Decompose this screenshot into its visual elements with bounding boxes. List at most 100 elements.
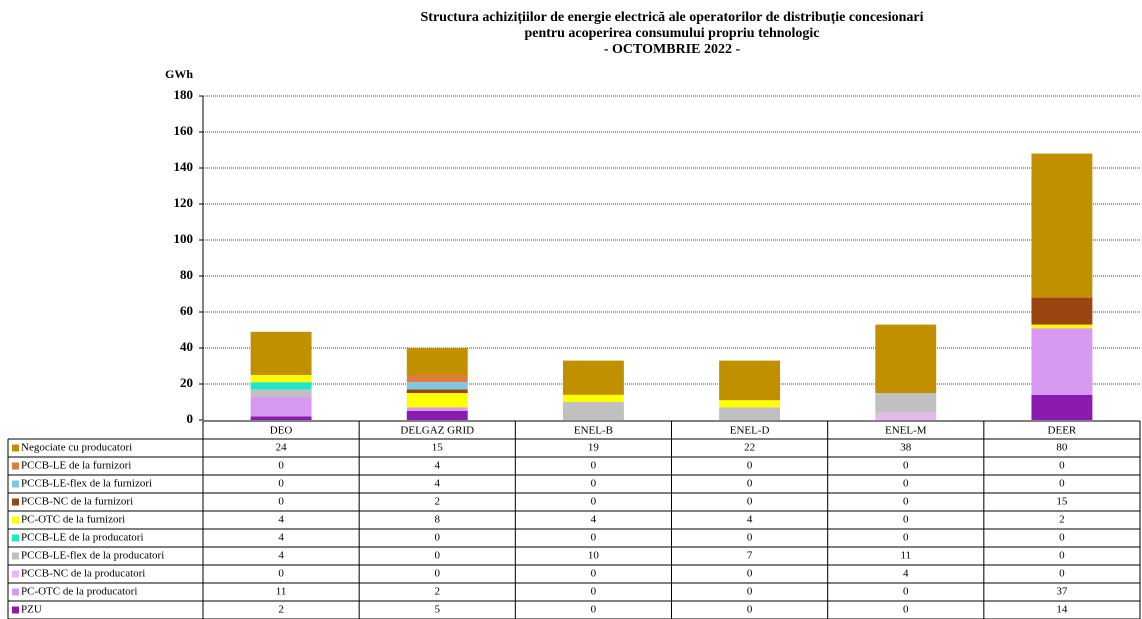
table-value: 80 — [1056, 442, 1068, 454]
bar-segment — [406, 407, 468, 411]
table-value: 14 — [1056, 604, 1068, 616]
chart-period: - OCTOMBRIE 2022 - — [604, 42, 741, 57]
table-value: 0 — [903, 604, 909, 616]
table-value: 0 — [591, 586, 597, 598]
bar-segment — [406, 393, 468, 408]
table-value: 37 — [1056, 586, 1068, 598]
bar-segment — [1031, 328, 1093, 395]
table-value: 4 — [435, 478, 441, 490]
y-tick-label: 100 — [174, 231, 194, 246]
bar-segment — [719, 407, 781, 420]
table-value: 0 — [903, 460, 909, 472]
bar-segment — [250, 416, 312, 420]
x-tick-label: DEER — [1048, 425, 1077, 437]
table-value: 0 — [1059, 532, 1065, 544]
x-tick-label: DEO — [270, 425, 293, 437]
legend-label: PZU — [21, 604, 42, 616]
table-value: 0 — [747, 496, 753, 508]
x-tick-label: ENEL-D — [730, 425, 770, 437]
legend-label: PC-OTC de la furnizori — [21, 514, 125, 526]
chart-subtitle: pentru acoperirea consumului propriu teh… — [524, 26, 819, 41]
bar-segment — [250, 396, 312, 417]
table-value: 0 — [591, 496, 597, 508]
legend-label: PC-OTC de la producatori — [21, 586, 137, 598]
bar-segment — [406, 389, 468, 393]
table-value: 0 — [591, 604, 597, 616]
table-value: 4 — [278, 550, 284, 562]
table-value: 0 — [747, 460, 753, 472]
table-value: 4 — [747, 514, 753, 526]
table-value: 4 — [903, 568, 909, 580]
table-value: 0 — [591, 478, 597, 490]
bar-segment — [406, 375, 468, 383]
legend-key — [12, 462, 19, 470]
table-value: 11 — [276, 586, 287, 598]
table-value: 0 — [747, 532, 753, 544]
legend-label: PCCB-NC de la producatori — [21, 568, 145, 580]
legend-key — [12, 570, 19, 578]
table-value: 22 — [744, 442, 755, 454]
legend-label: PCCB-LE-flex de la furnizori — [21, 478, 152, 490]
bar-segment — [562, 394, 624, 402]
table-value: 2 — [278, 604, 284, 616]
y-tick-label: 160 — [174, 123, 194, 138]
y-axis-label: GWh — [165, 67, 193, 81]
table-value: 0 — [1059, 568, 1065, 580]
legend-label: Negociate cu producatori — [21, 442, 132, 454]
legend-key — [12, 480, 19, 488]
legend-label: PCCB-LE de la furnizori — [21, 460, 131, 472]
bar-segment — [875, 412, 937, 420]
table-value: 10 — [588, 550, 600, 562]
table-value: 4 — [591, 514, 597, 526]
table-value: 0 — [903, 532, 909, 544]
bar-segment — [1031, 324, 1093, 329]
table-value: 0 — [747, 478, 753, 490]
bar-segment — [406, 348, 468, 375]
table-value: 0 — [278, 496, 284, 508]
legend-key — [12, 516, 19, 524]
table-value: 0 — [591, 532, 597, 544]
table-value: 0 — [591, 568, 597, 580]
table-value: 0 — [903, 478, 909, 490]
bar-segment — [250, 382, 312, 390]
table-value: 0 — [1059, 460, 1065, 472]
bar-segment — [875, 324, 937, 393]
table-value: 0 — [435, 568, 441, 580]
y-tick-label: 20 — [180, 375, 193, 390]
legend-key — [12, 444, 19, 452]
y-tick-label: 0 — [187, 411, 194, 426]
x-tick-label: ENEL-M — [885, 425, 927, 437]
table-value: 0 — [278, 460, 284, 472]
legend-label: PCCB-NC de la furnizori — [21, 496, 133, 508]
bar-segment — [719, 400, 781, 408]
table-value: 38 — [900, 442, 912, 454]
table-value: 0 — [747, 604, 753, 616]
y-tick-label: 60 — [180, 303, 193, 318]
y-tick-label: 120 — [174, 195, 194, 210]
table-value: 5 — [435, 604, 441, 616]
bar-segment — [562, 402, 624, 420]
table-value: 0 — [591, 460, 597, 472]
legend-key — [12, 588, 19, 596]
x-tick-label: DELGAZ GRID — [400, 425, 474, 437]
bar-segment — [250, 331, 312, 375]
bar-segment — [1031, 394, 1093, 420]
table-value: 2 — [1059, 514, 1065, 526]
table-value: 19 — [588, 442, 600, 454]
y-tick-label: 180 — [174, 87, 194, 102]
table-value: 4 — [278, 532, 284, 544]
legend-label: PCCB-LE-flex de la producatori — [21, 550, 164, 562]
x-tick-label: ENEL-B — [574, 425, 613, 437]
table-value: 0 — [1059, 478, 1065, 490]
table-value: 0 — [747, 568, 753, 580]
y-tick-label: 140 — [174, 159, 194, 174]
bar-segment — [1031, 297, 1093, 325]
bar-segment — [875, 393, 937, 413]
table-value: 0 — [278, 568, 284, 580]
table-value: 0 — [435, 550, 441, 562]
legend-key — [12, 606, 19, 614]
table-value: 0 — [903, 496, 909, 508]
table-value: 15 — [1056, 496, 1068, 508]
legend-key — [12, 498, 19, 506]
bar-segment — [1031, 153, 1093, 298]
